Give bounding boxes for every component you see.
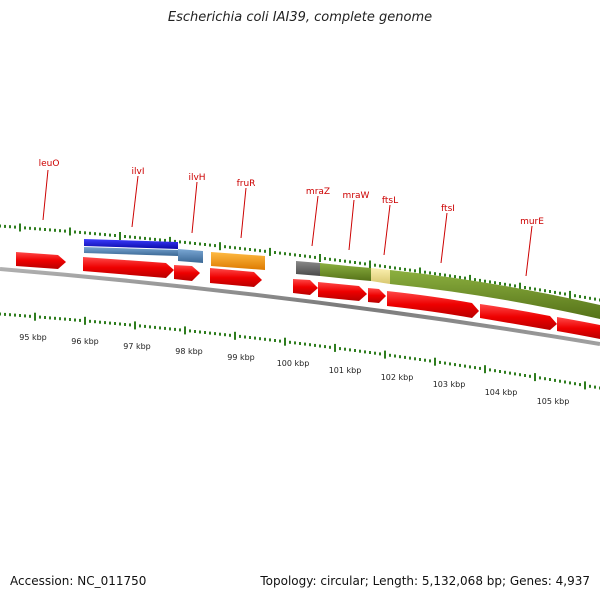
scale-label-98: 98 kbp	[175, 347, 203, 356]
ilvI-leader-line	[131, 175, 139, 228]
ilvI-feature-bar[interactable]	[84, 239, 178, 249]
ftsL-feature-bar[interactable]	[371, 268, 390, 284]
leuO-leader-line	[42, 169, 49, 221]
gene-arrows	[16, 252, 600, 339]
fruR-leader-line	[240, 187, 247, 239]
ftsL-leader-line	[383, 204, 391, 256]
genome-title: Escherichia coli IAI39, complete genome	[167, 10, 433, 25]
scale-label-104: 104 kbp	[485, 388, 518, 397]
ftsI-gene-arrow[interactable]	[387, 291, 479, 318]
mraW-leader-line	[348, 199, 355, 251]
mraW-gene-arrow[interactable]	[318, 282, 367, 301]
scale-label-96: 96 kbp	[71, 337, 99, 346]
gene-label-leuO[interactable]: leuO	[39, 159, 60, 169]
scale-label-95: 95 kbp	[19, 333, 47, 342]
mraZ-feature-bar[interactable]	[296, 261, 320, 276]
gene-label-mraW[interactable]: mraW	[343, 191, 370, 201]
mraW-feature-bar[interactable]	[320, 263, 371, 281]
ftsI-murE-feature-bar[interactable]	[390, 270, 600, 319]
accession-text: Accession: NC_011750	[10, 574, 147, 588]
scale-label-105: 105 kbp	[537, 397, 570, 406]
scale-label-103: 103 kbp	[433, 380, 466, 389]
upper-tick-row	[0, 223, 600, 302]
ilvH-leader-line	[191, 181, 198, 234]
gene-label-mraZ[interactable]: mraZ	[306, 187, 330, 197]
ilvI-feature-bar-lower[interactable]	[84, 247, 178, 256]
ilvH-feature-bar[interactable]	[178, 249, 203, 263]
leuO-gene-arrow[interactable]	[16, 252, 66, 269]
kbp-scale-labels: 95 kbp 96 kbp 97 kbp 98 kbp 99 kbp 100 k…	[19, 333, 569, 406]
genome-summary-text: Topology: circular; Length: 5,132,068 bp…	[260, 574, 590, 588]
gene-label-ftsI[interactable]: ftsI	[441, 204, 455, 214]
fruR-gene-arrow[interactable]	[210, 268, 262, 287]
kbp-tick-row	[0, 312, 600, 390]
scale-label-97: 97 kbp	[123, 342, 151, 351]
murE-leader-line	[525, 225, 533, 277]
gene-label-fruR[interactable]: fruR	[237, 179, 256, 189]
ilvI-gene-arrow[interactable]	[83, 257, 174, 278]
gene-label-ilvH[interactable]: ilvH	[188, 173, 205, 183]
gene-labels: leuO ilvI ilvH fruR mraZ mraW ftsL ftsI …	[39, 159, 545, 227]
fruR-feature-bar[interactable]	[211, 252, 265, 270]
scale-label-100: 100 kbp	[277, 359, 310, 368]
ftsL-gene-arrow[interactable]	[368, 288, 386, 303]
scale-label-101: 101 kbp	[329, 366, 362, 375]
ilvH-gene-arrow[interactable]	[174, 265, 200, 281]
gene-label-ftsL[interactable]: ftsL	[382, 196, 398, 206]
feature-bars	[84, 239, 600, 319]
gene-label-murE[interactable]: murE	[520, 217, 544, 227]
ftsI-leader-line	[440, 212, 448, 264]
scale-label-99: 99 kbp	[227, 353, 255, 362]
genome-backbone	[0, 267, 600, 346]
gene-label-leaders	[42, 169, 533, 277]
murE-gene-arrow[interactable]	[480, 304, 557, 330]
next-gene-arrow[interactable]	[557, 317, 600, 339]
mraZ-leader-line	[311, 195, 319, 247]
gene-label-ilvI[interactable]: ilvI	[132, 167, 145, 177]
mraZ-gene-arrow[interactable]	[293, 279, 318, 295]
scale-label-102: 102 kbp	[381, 373, 414, 382]
